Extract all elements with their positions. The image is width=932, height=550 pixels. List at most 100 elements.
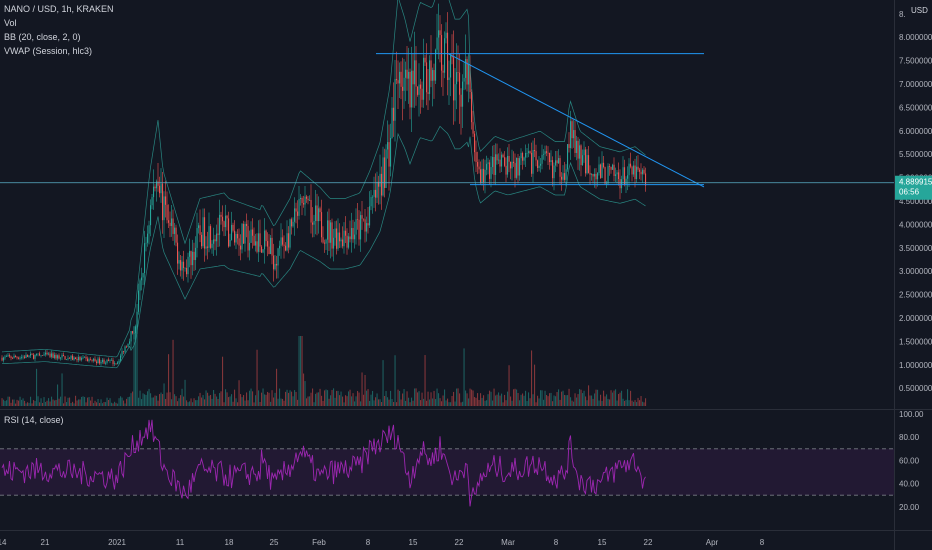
candle-body bbox=[528, 151, 530, 153]
volume-bar bbox=[637, 397, 639, 406]
candle-body bbox=[483, 168, 485, 183]
volume-bar bbox=[606, 394, 608, 406]
volume-bar bbox=[208, 395, 210, 406]
candle-body bbox=[529, 151, 531, 153]
candle-body bbox=[289, 219, 291, 248]
volume-bar bbox=[115, 402, 117, 406]
candle-body bbox=[108, 359, 110, 361]
candle-body bbox=[291, 219, 293, 227]
candle-body bbox=[354, 234, 356, 240]
candle-body bbox=[7, 355, 9, 357]
candle-body bbox=[543, 154, 545, 155]
candle-body bbox=[48, 353, 50, 355]
volume-bar bbox=[451, 395, 453, 406]
candle-body bbox=[442, 70, 444, 73]
candle-body bbox=[217, 233, 219, 235]
volume-bar bbox=[502, 402, 504, 406]
vwap-legend[interactable]: VWAP (Session, hlc3) bbox=[4, 46, 93, 56]
candle-body bbox=[538, 165, 540, 168]
volume-bar bbox=[636, 402, 638, 406]
volume-legend[interactable]: Vol bbox=[4, 18, 17, 28]
candle-body bbox=[28, 355, 30, 357]
volume-bar bbox=[145, 394, 147, 406]
candle-body bbox=[508, 155, 510, 162]
candle-body bbox=[30, 353, 32, 356]
volume-bar bbox=[288, 392, 290, 406]
candle-body bbox=[420, 84, 422, 89]
candle-body bbox=[496, 154, 498, 161]
candle-body bbox=[630, 163, 632, 167]
price-tick-label: 1.000000 bbox=[899, 361, 932, 370]
candle-body bbox=[462, 81, 464, 107]
candle-body bbox=[10, 356, 12, 358]
volume-bar bbox=[207, 392, 209, 406]
rsi-tick-label: 80.00 bbox=[899, 433, 920, 442]
volume-bar bbox=[424, 355, 426, 406]
candle-body bbox=[459, 72, 461, 95]
volume-group bbox=[1, 326, 647, 406]
volume-bar bbox=[328, 398, 330, 406]
volume-bar bbox=[64, 396, 66, 406]
volume-bar bbox=[327, 390, 329, 406]
candle-body bbox=[288, 233, 290, 248]
candle-body bbox=[238, 238, 240, 246]
volume-bar bbox=[615, 389, 617, 406]
volume-bar bbox=[462, 401, 464, 406]
volume-bar bbox=[34, 401, 36, 406]
candle-body bbox=[244, 223, 246, 244]
candle-body bbox=[348, 236, 350, 248]
candle-body bbox=[429, 60, 431, 94]
volume-bar bbox=[472, 390, 474, 406]
volume-bar bbox=[490, 391, 492, 406]
candle-body bbox=[390, 138, 392, 167]
volume-bar bbox=[22, 398, 24, 406]
candle-body bbox=[157, 181, 159, 186]
volume-bar bbox=[109, 398, 111, 406]
candle-body bbox=[147, 233, 149, 243]
candle-body bbox=[600, 164, 602, 178]
volume-bar bbox=[303, 373, 305, 406]
candle-body bbox=[468, 64, 470, 85]
volume-bar bbox=[63, 403, 65, 406]
symbol-legend[interactable]: NANO / USD, 1h, KRAKEN bbox=[4, 4, 114, 14]
candle-body bbox=[345, 230, 347, 236]
volume-bar bbox=[484, 400, 486, 406]
rsi-legend[interactable]: RSI (14, close) bbox=[4, 415, 64, 425]
volume-bar bbox=[138, 397, 140, 406]
candle-body bbox=[576, 140, 578, 153]
candle-body bbox=[328, 220, 330, 243]
volume-bar bbox=[508, 365, 510, 406]
volume-bar bbox=[564, 394, 566, 406]
time-axis-label: 15 bbox=[409, 538, 418, 547]
candle-body bbox=[25, 354, 27, 358]
volume-bar bbox=[445, 400, 447, 406]
candle-body bbox=[72, 355, 74, 360]
volume-bar bbox=[540, 390, 542, 406]
volume-bar bbox=[286, 389, 288, 406]
volume-bar bbox=[276, 368, 278, 406]
candle-body bbox=[526, 152, 528, 154]
candle-body bbox=[432, 70, 434, 81]
bollinger-legend[interactable]: BB (20, close, 2, 0) bbox=[4, 32, 81, 42]
candle-body bbox=[90, 359, 92, 360]
candle-body bbox=[138, 290, 140, 312]
volume-bar bbox=[127, 397, 129, 406]
volume-bar bbox=[558, 389, 560, 406]
candle-body bbox=[519, 158, 521, 176]
volume-bar bbox=[372, 390, 374, 406]
volume-bar bbox=[432, 398, 434, 406]
volume-bar bbox=[333, 388, 335, 406]
volume-bar bbox=[79, 399, 81, 406]
volume-bar bbox=[205, 390, 207, 406]
candle-body bbox=[192, 251, 194, 266]
time-axis-label: 25 bbox=[270, 538, 279, 547]
candle-body bbox=[375, 189, 377, 198]
volume-bar bbox=[574, 393, 576, 406]
volume-bar bbox=[247, 400, 249, 406]
volume-bar bbox=[175, 396, 177, 406]
candle-body bbox=[229, 239, 231, 247]
volume-bar bbox=[88, 397, 90, 406]
volume-bar bbox=[184, 379, 186, 406]
